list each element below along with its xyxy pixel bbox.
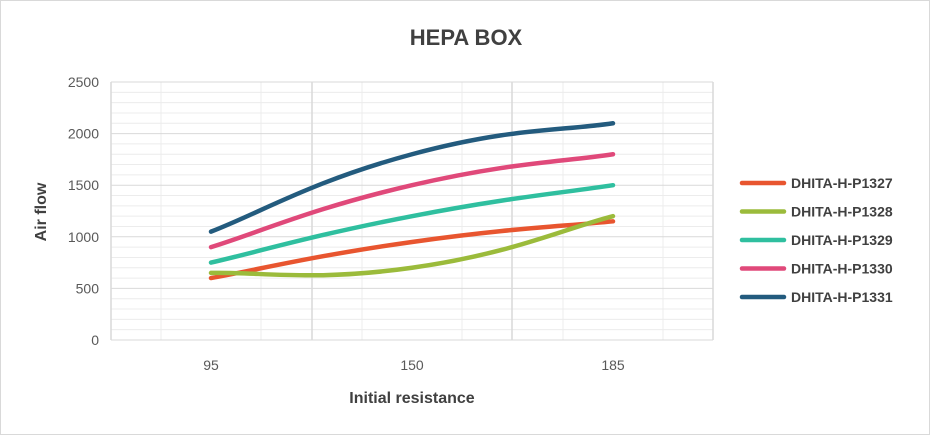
legend-label: DHITA-H-P1328: [791, 204, 893, 220]
y-tick-label: 2500: [68, 74, 99, 90]
chart-title: HEPA BOX: [410, 25, 523, 50]
series-line-dhita-h-p1328: [208, 213, 616, 278]
series-line-dhita-h-p1329: [208, 182, 616, 265]
x-tick-label: 150: [400, 357, 424, 373]
y-axis-title: Air flow: [33, 182, 50, 241]
series-line-dhita-h-p1327: [208, 219, 616, 281]
x-tick-label: 185: [601, 357, 625, 373]
series-line-dhita-h-p1331: [208, 121, 616, 234]
x-axis-title: Initial resistance: [349, 390, 474, 407]
y-tick-label: 1500: [68, 177, 99, 193]
legend-label: DHITA-H-P1330: [791, 261, 893, 277]
legend-label: DHITA-H-P1331: [791, 289, 893, 305]
series-line-dhita-h-p1330: [208, 151, 616, 250]
y-tick-label: 2000: [68, 126, 99, 142]
x-tick-label: 95: [203, 357, 219, 373]
legend-label: DHITA-H-P1329: [791, 232, 893, 248]
y-tick-label: 500: [76, 280, 100, 296]
series-lines: [208, 121, 616, 281]
legend: DHITA-H-P1327 DHITA-H-P1328 DHITA-H-P1329 D…: [739, 175, 893, 305]
y-tick-label: 0: [91, 332, 99, 348]
legend-label: DHITA-H-P1327: [791, 175, 893, 191]
y-tick-label: 1000: [68, 229, 99, 245]
axes: 0 500 1000 1500 2000 2500 95 150 185: [68, 74, 625, 373]
grid: [110, 81, 714, 341]
